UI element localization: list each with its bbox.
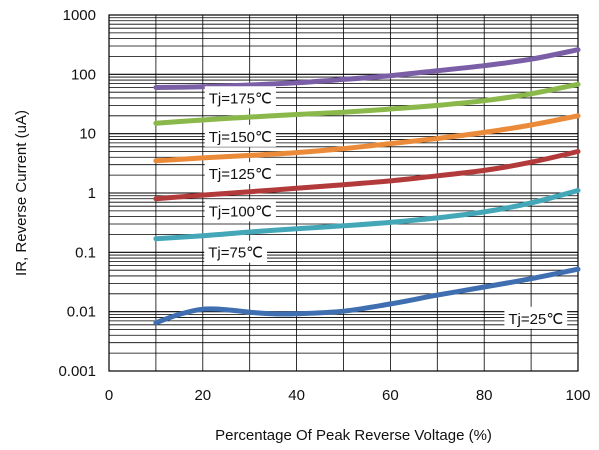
series-label: Tj=125℃ xyxy=(209,166,272,183)
series-line xyxy=(153,266,581,326)
y-axis-title: IR, Reverse Current (uA) xyxy=(13,110,30,276)
series-label-background xyxy=(204,86,276,109)
label-layer: Tj=175℃ Tj=150℃ Tj=125℃ Tj=100℃ Tj=75℃ Tj=25℃ xyxy=(204,86,568,329)
x-tick-label: 80 xyxy=(476,387,493,404)
y-tick-label: 0.1 xyxy=(75,244,96,261)
x-axis-title: Percentage Of Peak Reverse Voltage (%) xyxy=(215,427,492,444)
series-label-background xyxy=(204,199,276,222)
series-line xyxy=(153,47,581,90)
y-tick-label: 1 xyxy=(88,185,96,202)
series-label: Tj=25℃ xyxy=(508,311,563,328)
curve-layer xyxy=(153,47,581,326)
y-tick-label: 1000 xyxy=(63,7,96,24)
x-tick-label: 0 xyxy=(105,387,113,404)
series-line xyxy=(153,81,581,126)
series-label: Tj=150℃ xyxy=(209,129,272,146)
series-label: Tj=75℃ xyxy=(208,245,263,262)
y-tick-label: 100 xyxy=(71,66,96,83)
series-label-background xyxy=(504,306,568,329)
series-label-background xyxy=(204,240,268,263)
series-line xyxy=(153,113,581,164)
y-tick-label: 0.001 xyxy=(58,363,96,380)
x-tick-label: 60 xyxy=(382,387,399,404)
series-label: Tj=175℃ xyxy=(209,90,272,107)
tick-layer: 0 20 40 60 80 100 1000 100 10 1 0.1 0.01 0.001 xyxy=(58,7,590,404)
series-line xyxy=(153,188,581,242)
series-label-background xyxy=(204,124,276,147)
y-tick-label: 0.01 xyxy=(67,304,96,321)
series-label-background xyxy=(204,162,276,185)
y-tick-label: 10 xyxy=(79,126,96,143)
series-line xyxy=(153,149,581,202)
x-tick-label: 100 xyxy=(565,387,590,404)
x-tick-label: 20 xyxy=(194,387,211,404)
series-label: Tj=100℃ xyxy=(209,203,272,220)
x-tick-label: 40 xyxy=(288,387,305,404)
